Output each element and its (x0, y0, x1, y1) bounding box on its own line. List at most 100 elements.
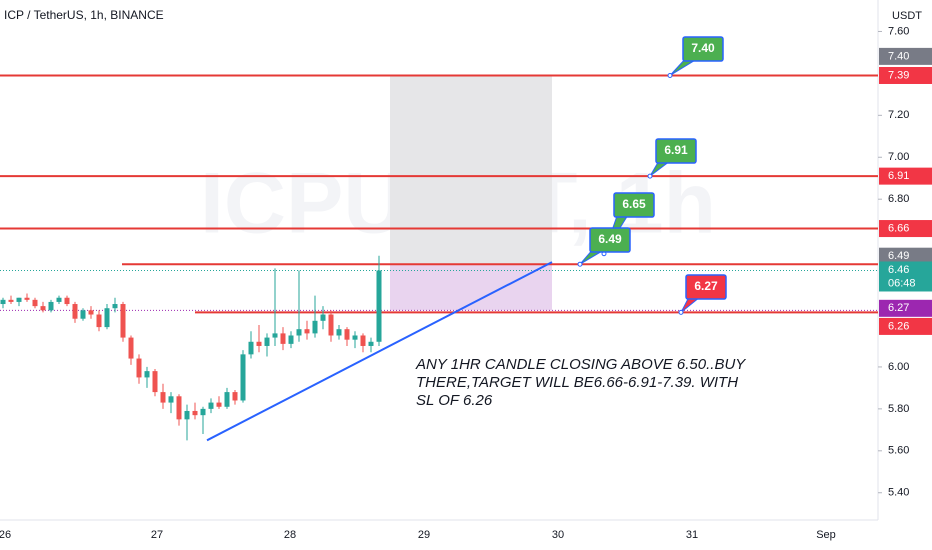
candle-body (152, 371, 158, 393)
callout-box (685, 274, 727, 300)
candle-body (0, 299, 6, 305)
candle-body (320, 314, 326, 321)
candle-body (16, 297, 22, 302)
y-tick-label: 6.00 (888, 361, 909, 373)
candle-body (160, 392, 166, 403)
callout-box (682, 36, 724, 62)
callout-label: 6.91 (664, 143, 688, 157)
note-line: THERE,TARGET WILL BE6.66-6.91-7.39. WITH (416, 374, 738, 391)
candle-body (48, 301, 54, 311)
x-tick-label: Sep (816, 529, 836, 541)
price-badge-label: 6.27 (888, 302, 909, 314)
candle-body (112, 304, 118, 309)
callout-anchor (647, 173, 653, 179)
currency-label: USDT (892, 10, 922, 22)
candle-body (64, 297, 70, 305)
candle-body (120, 304, 126, 338)
candle-body (240, 354, 246, 401)
candle-body (224, 392, 230, 407)
candle-body (360, 335, 366, 346)
price-badge (879, 261, 932, 292)
candle-body (184, 410, 190, 420)
y-tick-label: 5.60 (888, 445, 909, 457)
callout-label: 7.40 (691, 41, 715, 55)
candle-body (96, 314, 102, 328)
price-badge-label: 6.26 (888, 320, 909, 332)
x-tick-label: 27 (151, 529, 163, 541)
candle-body (24, 297, 30, 300)
callout-anchor (577, 261, 583, 267)
candle-body (304, 329, 310, 334)
candle-body (288, 335, 294, 344)
candle-body (264, 337, 270, 346)
candle-body (248, 341, 254, 355)
candle-body (192, 410, 198, 416)
candle-body (280, 333, 286, 344)
price-badge (879, 299, 932, 317)
candle-body (8, 299, 14, 302)
note-line: SL OF 6.26 (416, 392, 493, 409)
callout-anchor (667, 72, 673, 78)
candle-body (80, 310, 86, 319)
x-tick-label: 29 (418, 529, 430, 541)
candle-body (40, 306, 46, 311)
candle-body (352, 335, 358, 340)
callout-box (655, 138, 697, 164)
candle-body (88, 310, 94, 315)
callout-label: 6.49 (598, 232, 622, 246)
y-tick-label: 5.40 (888, 487, 909, 499)
price-badge (879, 66, 932, 84)
price-badge (879, 47, 932, 65)
callout-anchor (678, 309, 684, 315)
symbol-header: ICP / TetherUS, 1h, BINANCE (4, 8, 164, 22)
x-tick-label: 26 (0, 529, 11, 541)
candle-body (232, 392, 238, 401)
callout-box (589, 227, 631, 253)
price-badge-label: 6.46 (888, 264, 909, 276)
trendline (206, 261, 553, 442)
candle-body (32, 299, 38, 307)
candle-body (200, 408, 206, 416)
candle-body (344, 329, 350, 340)
price-badge (879, 167, 932, 185)
stop-zone (390, 264, 552, 311)
candle-body (208, 402, 214, 409)
candle-body (168, 396, 174, 403)
callout-label: 6.27 (694, 279, 718, 293)
price-badge-label: 6.49 (888, 250, 909, 262)
candle-body (328, 314, 334, 336)
candle-body (368, 341, 374, 346)
price-badge (879, 220, 932, 238)
price-badge-label: 7.40 (888, 50, 909, 62)
candle-body (216, 402, 222, 407)
target-zone (390, 75, 552, 265)
candle-body (144, 371, 150, 378)
candle-body (128, 337, 134, 359)
candle-body (296, 329, 302, 336)
candle-body (72, 304, 78, 319)
x-tick-label: 30 (552, 529, 564, 541)
y-tick-label: 7.00 (888, 151, 909, 163)
candle-body (256, 341, 262, 346)
candle-body (176, 396, 182, 420)
candle-body (104, 308, 110, 328)
price-badge-label: 6.91 (888, 170, 909, 182)
price-badge-label: 7.39 (888, 69, 909, 81)
candle-body (272, 333, 278, 338)
x-tick-label: 28 (284, 529, 296, 541)
price-badge-label: 6.66 (888, 222, 909, 234)
y-tick-label: 7.20 (888, 109, 909, 121)
x-tick-label: 31 (686, 529, 698, 541)
countdown-label: 06:48 (888, 277, 916, 289)
callout-label: 6.65 (622, 197, 646, 211)
y-tick-label: 7.60 (888, 25, 909, 37)
price-badge (879, 317, 932, 335)
candle-body (136, 358, 142, 378)
note-line: ANY 1HR CANDLE CLOSING ABOVE 6.50..BUY (415, 356, 746, 373)
candle-body (336, 329, 342, 336)
callout-box (613, 192, 655, 218)
y-tick-label: 6.80 (888, 193, 909, 205)
y-tick-label: 5.80 (888, 403, 909, 415)
price-badge (879, 247, 932, 265)
